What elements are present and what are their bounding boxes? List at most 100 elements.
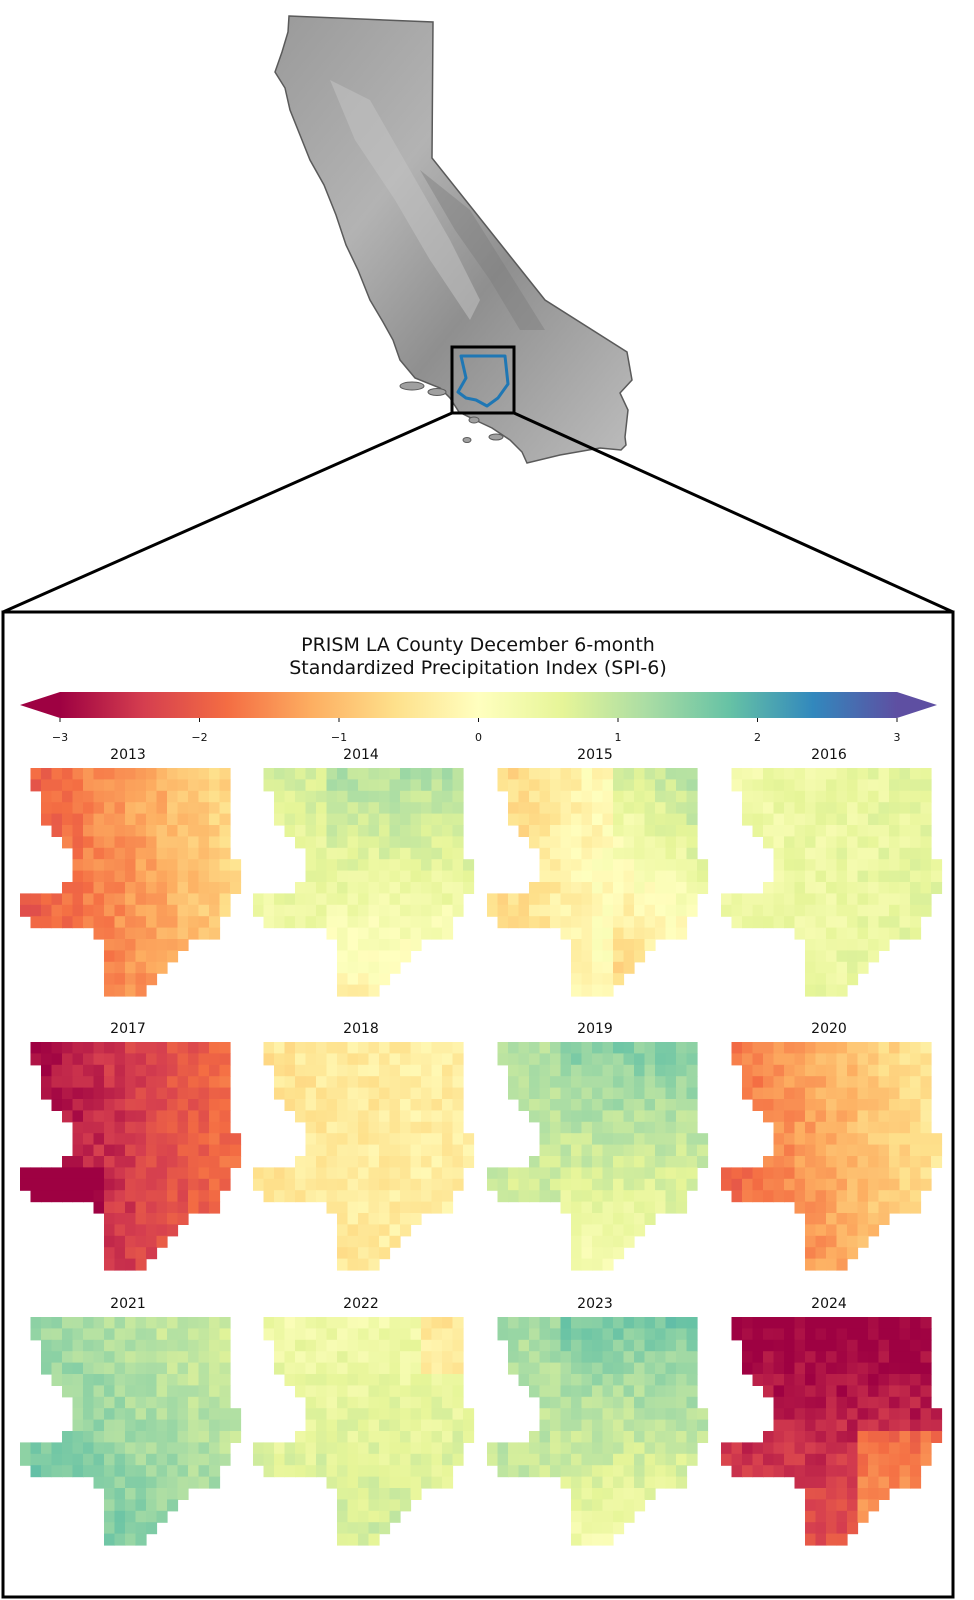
spi-grid-cell [209, 1431, 221, 1443]
spi-grid-cell [62, 1167, 74, 1180]
spi-grid-cell [230, 1419, 242, 1432]
spi-grid-cell [358, 882, 370, 894]
spi-grid-cell [104, 1167, 116, 1180]
spi-grid-cell [442, 882, 454, 894]
spi-grid-cell [655, 893, 667, 906]
spi-grid-cell [763, 1328, 775, 1341]
spi-grid-cell [644, 1099, 656, 1111]
spi-grid-cell [592, 1362, 604, 1375]
spi-grid-cell [815, 1121, 827, 1134]
spi-grid-cell [400, 1087, 412, 1100]
spi-grid-cell [836, 825, 848, 837]
spi-grid-cell [452, 1144, 464, 1157]
spi-grid-cell [623, 1167, 635, 1180]
spi-grid-cell [368, 950, 380, 963]
spi-grid-cell [114, 790, 126, 803]
spi-grid-cell [763, 802, 775, 815]
spi-grid-cell [41, 1362, 53, 1375]
spi-grid-cell [114, 847, 126, 860]
spi-grid-cell [125, 1408, 137, 1421]
spi-grid-cell [889, 790, 901, 803]
spi-grid-cell [41, 904, 53, 917]
spi-grid-cell [899, 1328, 911, 1341]
spi-grid-cell [177, 1167, 189, 1180]
spi-grid-cell [114, 1053, 126, 1066]
spi-grid-cell [51, 790, 63, 803]
spi-grid-cell [347, 950, 359, 963]
spi-grid-cell [219, 1339, 231, 1352]
spi-grid-cell [773, 1419, 785, 1432]
spi-grid-cell [592, 893, 604, 906]
spi-grid-cell [316, 779, 328, 792]
spi-grid-cell [167, 779, 179, 792]
spi-grid-cell [358, 836, 370, 849]
spi-grid-cell [847, 1235, 859, 1248]
spi-grid-cell [571, 1076, 583, 1089]
spi-grid-cell [295, 1351, 307, 1364]
spi-grid-cell [581, 1099, 593, 1111]
spi-grid-cell [188, 927, 200, 940]
spi-grid-cell [104, 939, 116, 951]
spi-grid-cell [326, 1133, 338, 1146]
spi-grid-cell [655, 870, 667, 883]
spi-grid-cell [857, 1178, 869, 1191]
spi-grid-cell [104, 1522, 116, 1535]
spi-grid-cell [379, 927, 391, 940]
spi-grid-cell [857, 1317, 869, 1329]
spi-grid-cell [358, 961, 370, 974]
spi-grid-cell [686, 790, 698, 803]
spi-grid-cell [773, 1087, 785, 1100]
spi-grid-cell [326, 904, 338, 917]
spi-grid-cell [857, 802, 869, 815]
spi-grid-cell [644, 1190, 656, 1203]
spi-grid-cell [305, 1190, 317, 1203]
spi-grid-cell [326, 1053, 338, 1066]
spi-grid-cell [889, 1156, 901, 1168]
spi-grid-cell [550, 1076, 562, 1089]
spi-grid-cell [104, 836, 116, 849]
spi-grid-cell [815, 1522, 827, 1535]
spi-grid-cell [125, 1247, 137, 1260]
spi-grid-cell [295, 1076, 307, 1089]
spi-grid-cell [836, 1156, 848, 1168]
spi-grid-cell [655, 836, 667, 849]
spi-grid-cell [379, 790, 391, 803]
spi-grid-cell [910, 1328, 922, 1341]
spi-grid-cell [920, 1076, 932, 1089]
spi-grid-cell [51, 802, 63, 815]
spi-grid-cell [571, 1408, 583, 1421]
spi-grid-cell [529, 790, 541, 803]
spi-grid-cell [634, 1110, 646, 1123]
spi-grid-cell [826, 984, 838, 997]
spi-grid-cell [337, 882, 349, 894]
spi-grid-cell [295, 1339, 307, 1352]
spi-grid-cell [146, 1099, 158, 1111]
spi-grid-cell [815, 768, 827, 780]
spi-grid-cell [125, 1328, 137, 1341]
spi-grid-cell [752, 825, 764, 837]
spi-grid-cell [30, 1328, 42, 1341]
spi-grid-cell [156, 1431, 168, 1443]
spi-grid-cell [274, 790, 286, 803]
spi-grid-cell [836, 1121, 848, 1134]
spi-grid-cell [602, 1110, 614, 1123]
spi-grid-cell [209, 790, 221, 803]
spi-grid-cell [188, 825, 200, 837]
spi-grid-cell [623, 882, 635, 894]
spi-grid-cell [368, 1419, 380, 1432]
spi-grid-cell [805, 1362, 817, 1375]
spi-grid-cell [602, 1121, 614, 1134]
spi-grid-cell [316, 1351, 328, 1364]
spi-grid-cell [62, 1087, 74, 1100]
spi-grid-cell [560, 1110, 572, 1123]
spi-grid-cell [358, 1351, 370, 1364]
spi-grid-cell [421, 1178, 433, 1191]
spi-grid-cell [773, 1110, 785, 1123]
spi-grid-cell [177, 1396, 189, 1409]
spi-grid-cell [305, 1396, 317, 1409]
spi-grid-cell [72, 893, 84, 906]
spi-grid-cell [442, 1042, 454, 1054]
spi-grid-cell [51, 1374, 63, 1386]
spi-grid-cell [815, 1465, 827, 1478]
spi-grid-cell [431, 927, 443, 940]
